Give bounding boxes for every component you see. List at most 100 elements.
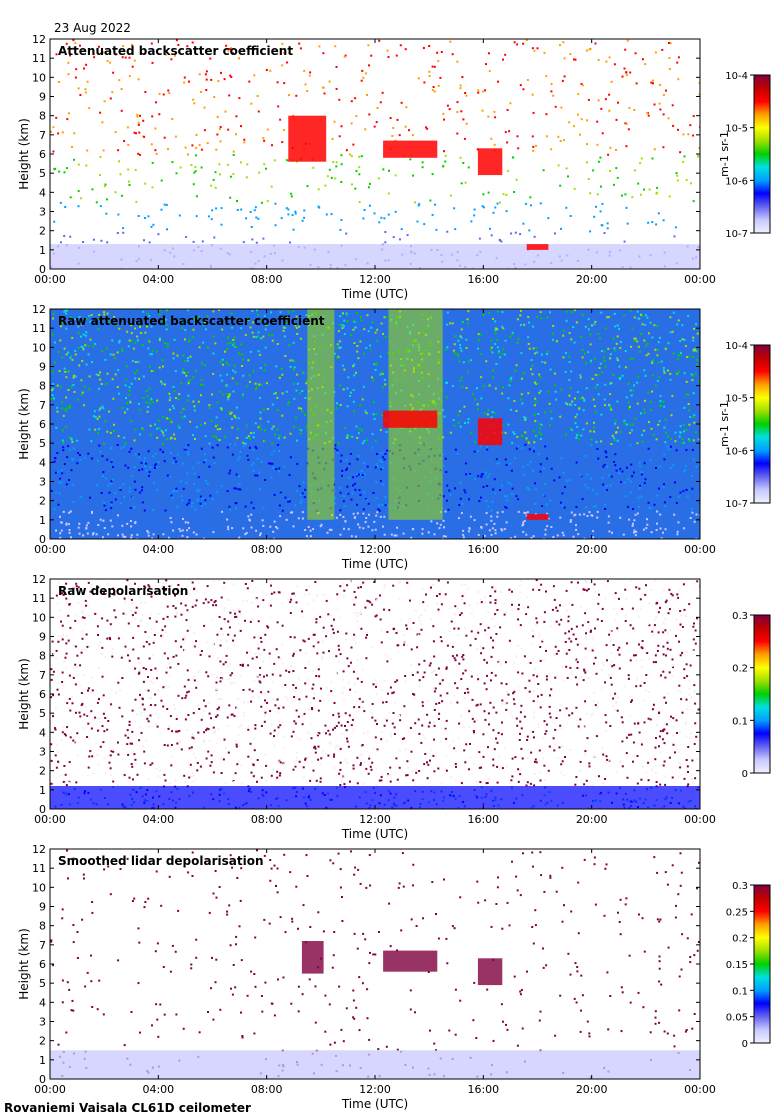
colorbar-tick-label: 0.3 [732,611,748,622]
x-tick-label: 08:00 [251,1083,283,1096]
panel-title: Raw depolarisation [58,584,188,598]
y-tick-label: 8 [39,110,46,123]
feature-cloud [301,941,324,974]
y-axis-label: Height (km) [17,388,31,459]
panel-1: Attenuated backscatter coefficient012345… [17,33,771,301]
colorbar-tick-label: 10-6 [725,176,748,187]
colorbar-tick-label: 10-5 [725,394,748,405]
y-tick-label: 10 [32,881,46,894]
y-tick-label: 11 [32,862,46,875]
colorbar-tick-label: 0 [742,769,748,780]
plot-area [50,309,700,539]
y-tick-label: 5 [39,707,46,720]
panel-title: Attenuated backscatter coefficient [58,44,293,58]
y-tick-label: 7 [39,399,46,412]
x-tick-label: 00:00 [684,543,716,556]
x-tick-label: 16:00 [467,813,499,826]
y-tick-label: 5 [39,977,46,990]
y-tick-label: 1 [39,514,46,527]
x-tick-label: 20:00 [576,1083,608,1096]
y-tick-label: 7 [39,129,46,142]
y-tick-label: 6 [39,148,46,161]
y-tick-label: 12 [32,303,46,316]
plot-area [50,579,700,809]
feature-cloud [526,244,549,250]
x-tick-label: 12:00 [359,543,391,556]
y-tick-label: 8 [39,650,46,663]
x-tick-label: 00:00 [34,273,66,286]
y-tick-label: 4 [39,726,46,739]
x-tick-label: 20:00 [576,273,608,286]
plot-area [50,39,700,269]
colorbar-tick-label: 10-4 [725,341,748,352]
y-tick-label: 11 [32,52,46,65]
y-tick-label: 6 [39,418,46,431]
colorbar [753,74,771,234]
y-tick-label: 10 [32,611,46,624]
colorbar-tick-label: 10-5 [725,124,748,135]
heatmap-field [50,579,700,809]
y-tick-label: 2 [39,495,46,508]
y-tick-label: 1 [39,1054,46,1067]
feature-boundary-layer [50,244,700,269]
panel-4: Smoothed lidar depolarisation01234567891… [17,843,771,1111]
y-tick-label: 12 [32,33,46,46]
colorbar-tick-label: 10-6 [725,446,748,457]
y-tick-label: 6 [39,688,46,701]
y-tick-label: 10 [32,71,46,84]
y-tick-label: 1 [39,784,46,797]
y-tick-label: 5 [39,437,46,450]
x-axis-label: Time (UTC) [341,287,408,301]
colorbar-tick-label: 10-7 [725,229,748,240]
colorbar [753,884,771,1044]
feature-boundary-layer [50,1050,700,1079]
y-tick-label: 2 [39,225,46,238]
x-tick-label: 08:00 [251,273,283,286]
y-tick-label: 3 [39,206,46,219]
x-tick-label: 00:00 [34,813,66,826]
colorbar-tick-label: 0.1 [732,986,748,997]
colorbar-tick-label: 10-4 [725,71,748,82]
colorbar-tick-label: 0.15 [726,960,748,971]
feature-cloud [477,418,503,446]
y-tick-label: 11 [32,322,46,335]
y-tick-label: 4 [39,456,46,469]
feature-cloud [526,514,549,520]
colorbar-tick-label: 0.2 [732,664,748,675]
x-tick-label: 04:00 [142,813,174,826]
y-tick-label: 2 [39,1035,46,1048]
y-tick-label: 2 [39,765,46,778]
feature-cloud [383,410,438,428]
x-tick-label: 04:00 [142,1083,174,1096]
y-axis-label: Height (km) [17,118,31,189]
y-axis-label: Height (km) [17,658,31,729]
colorbar-tick-label: 0.3 [732,881,748,892]
x-tick-label: 00:00 [684,813,716,826]
y-tick-label: 0 [39,1073,46,1086]
feature-cloud [288,115,327,162]
colorbar [753,614,771,774]
y-tick-label: 1 [39,244,46,257]
x-tick-label: 16:00 [467,1083,499,1096]
x-tick-label: 00:00 [684,1083,716,1096]
panel-title: Smoothed lidar depolarisation [58,854,264,868]
panel-title: Raw attenuated backscatter coefficient [58,314,325,328]
colorbar-tick-label: 0 [742,1039,748,1050]
y-tick-label: 3 [39,746,46,759]
y-tick-label: 3 [39,476,46,489]
y-tick-label: 0 [39,803,46,816]
x-tick-label: 04:00 [142,273,174,286]
x-tick-label: 00:00 [684,273,716,286]
x-tick-label: 12:00 [359,813,391,826]
heatmap-field [50,39,700,269]
x-axis-label: Time (UTC) [341,827,408,841]
feature-cloud [477,958,503,986]
instrument-label: Rovaniemi Vaisala CL61D ceilometer [4,1101,251,1115]
colorbar [753,344,771,504]
y-tick-label: 9 [39,361,46,374]
x-tick-label: 12:00 [359,1083,391,1096]
heatmap-field [50,309,700,539]
colorbar-tick-label: 10-7 [725,499,748,510]
